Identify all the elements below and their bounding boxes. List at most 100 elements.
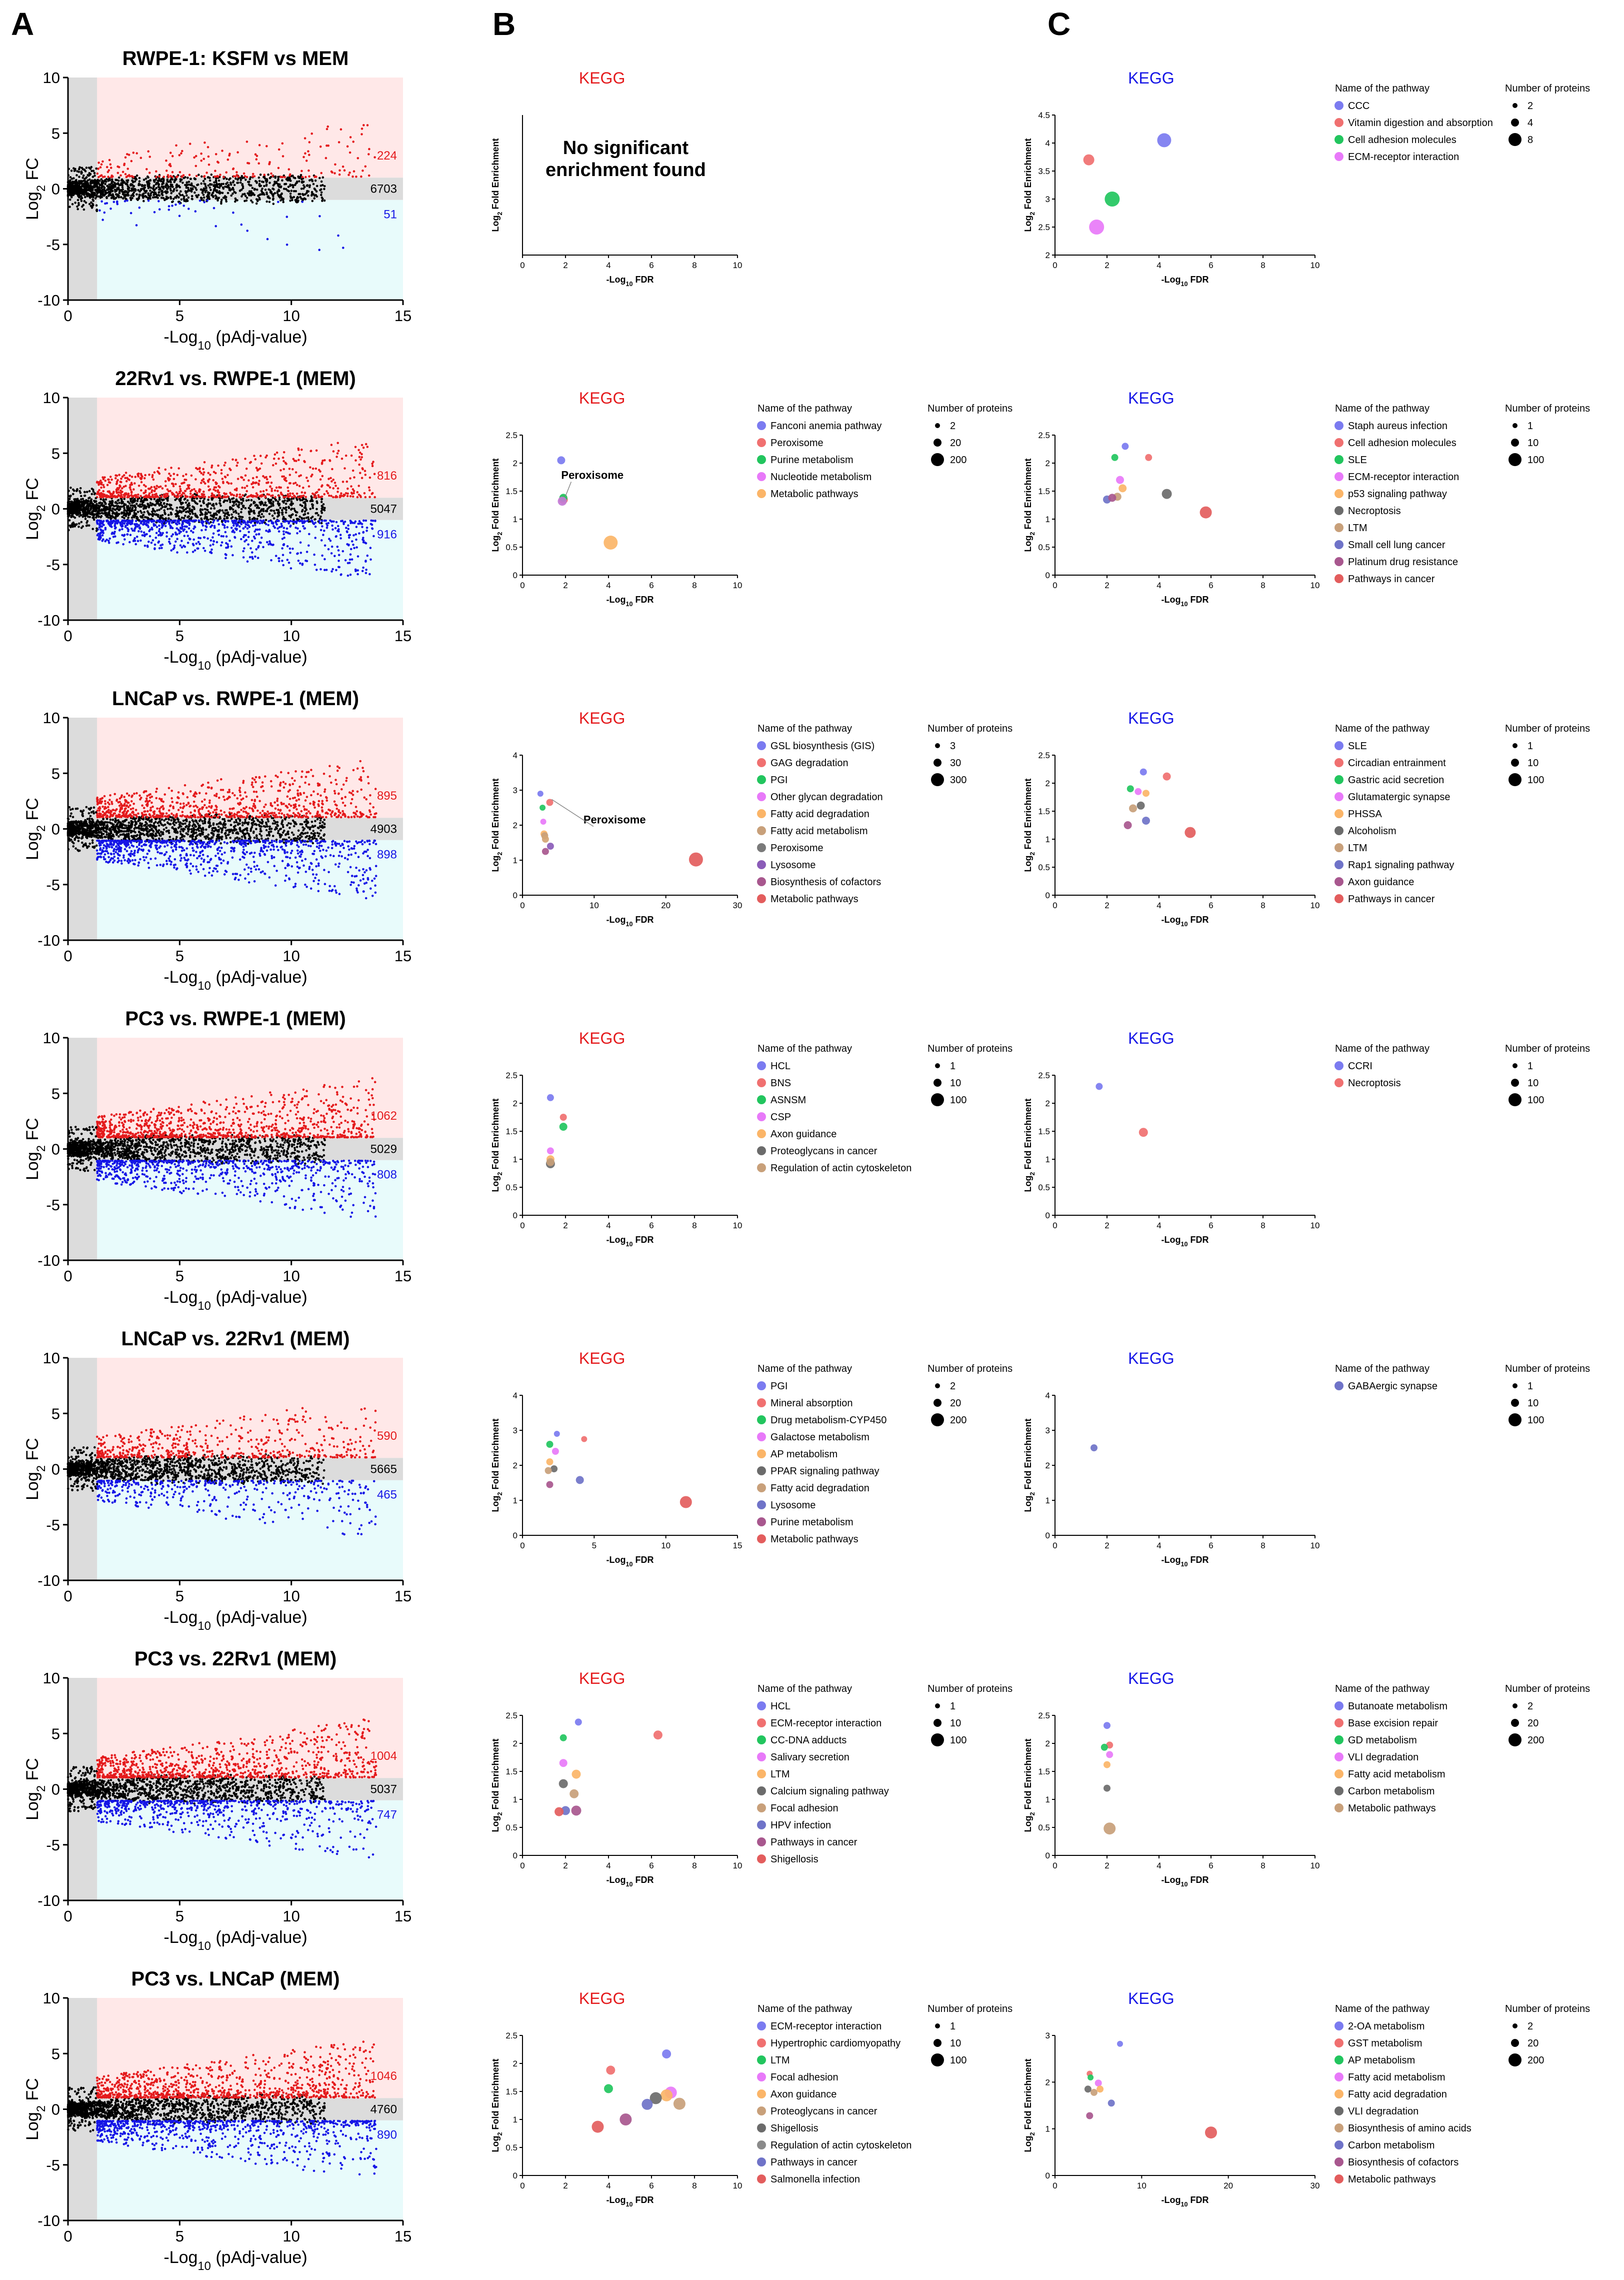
volcano-point xyxy=(182,182,184,184)
volcano-point xyxy=(160,197,163,199)
volcano-point xyxy=(122,191,124,194)
volcano-point xyxy=(338,169,341,172)
volcano-point xyxy=(314,194,317,197)
volcano-point xyxy=(96,190,98,193)
legend-item: CCC xyxy=(1348,101,1370,112)
volcano-point xyxy=(222,519,225,522)
volcano-point xyxy=(304,176,307,179)
volcano-point xyxy=(155,500,158,503)
volcano-point xyxy=(289,520,292,522)
volcano-point xyxy=(314,537,316,539)
volcano-point xyxy=(80,495,82,498)
volcano-point xyxy=(122,188,124,191)
volcano-point xyxy=(180,495,182,498)
volcano-point xyxy=(258,467,262,470)
volcano-point xyxy=(264,519,268,522)
y-tick-label: 2.5 xyxy=(1038,223,1050,232)
volcano-point xyxy=(364,470,366,472)
kegg-title: KEGG xyxy=(579,69,625,87)
volcano-point xyxy=(136,193,138,196)
volcano-point xyxy=(140,539,142,542)
volcano-point xyxy=(326,125,329,128)
volcano-point xyxy=(280,525,284,527)
volcano-point xyxy=(242,527,245,530)
volcano-point xyxy=(238,515,240,518)
volcano-point xyxy=(160,534,164,536)
volcano-point xyxy=(111,522,114,525)
volcano-point xyxy=(96,493,98,495)
volcano-point xyxy=(186,506,190,508)
volcano-point xyxy=(246,490,248,493)
volcano-point xyxy=(242,505,244,507)
volcano-point xyxy=(204,191,207,194)
down-region xyxy=(97,200,404,300)
volcano-point xyxy=(174,531,177,534)
volcano-point xyxy=(314,525,317,528)
volcano-point xyxy=(327,484,330,487)
legend-swatch xyxy=(1334,101,1344,110)
volcano-point xyxy=(86,195,88,198)
volcano-point xyxy=(110,182,113,185)
volcano-point xyxy=(294,511,298,514)
volcano-point xyxy=(124,156,127,159)
volcano-point xyxy=(112,201,116,204)
volcano-point xyxy=(337,549,340,552)
volcano-point xyxy=(161,183,164,186)
volcano-point xyxy=(162,187,165,190)
volcano-point xyxy=(71,522,74,525)
volcano-point xyxy=(196,503,198,505)
volcano-point xyxy=(153,180,156,183)
volcano-point xyxy=(176,551,178,554)
volcano-point xyxy=(242,494,244,497)
volcano-point xyxy=(82,509,85,512)
volcano-point xyxy=(88,496,91,499)
volcano-point xyxy=(236,151,239,154)
volcano-point xyxy=(286,177,289,179)
volcano-point xyxy=(153,471,156,474)
volcano-point xyxy=(102,183,104,185)
volcano-point xyxy=(122,171,124,174)
volcano-point xyxy=(148,535,152,538)
volcano-point xyxy=(209,474,212,476)
volcano-point xyxy=(342,247,344,249)
volcano-point xyxy=(278,526,281,529)
volcano-point xyxy=(208,164,210,166)
volcano-point xyxy=(150,194,152,197)
volcano-point xyxy=(259,510,262,513)
y-tick-label: 10 xyxy=(43,69,60,87)
volcano-point xyxy=(196,547,199,550)
volcano-point xyxy=(175,196,178,199)
volcano-point xyxy=(192,531,194,534)
volcano-point xyxy=(210,189,212,192)
volcano-point xyxy=(97,182,100,184)
volcano-point xyxy=(166,191,168,194)
volcano-point xyxy=(151,191,154,194)
volcano-point xyxy=(237,501,240,504)
volcano-point xyxy=(116,195,120,198)
volcano-point xyxy=(247,536,250,539)
volcano-point xyxy=(72,505,74,508)
volcano-point xyxy=(362,446,365,449)
volcano-point xyxy=(300,174,302,177)
volcano-point xyxy=(76,489,78,492)
volcano-point xyxy=(255,202,258,205)
size-legend-dot xyxy=(1511,119,1519,127)
volcano-point xyxy=(306,560,308,563)
volcano-point xyxy=(352,469,354,472)
volcano-point xyxy=(337,450,340,452)
volcano-point xyxy=(204,141,206,144)
volcano-point xyxy=(137,472,140,475)
volcano-point xyxy=(232,522,236,525)
volcano-point xyxy=(371,465,374,467)
volcano-point xyxy=(278,495,280,497)
volcano-point xyxy=(282,468,285,471)
volcano-point xyxy=(134,528,136,530)
volcano-point xyxy=(232,458,234,461)
volcano-point xyxy=(232,529,234,532)
volcano-point xyxy=(305,192,308,195)
volcano-point xyxy=(256,507,258,509)
volcano-point xyxy=(344,492,348,495)
volcano-point xyxy=(200,188,202,191)
volcano-point xyxy=(206,516,208,519)
